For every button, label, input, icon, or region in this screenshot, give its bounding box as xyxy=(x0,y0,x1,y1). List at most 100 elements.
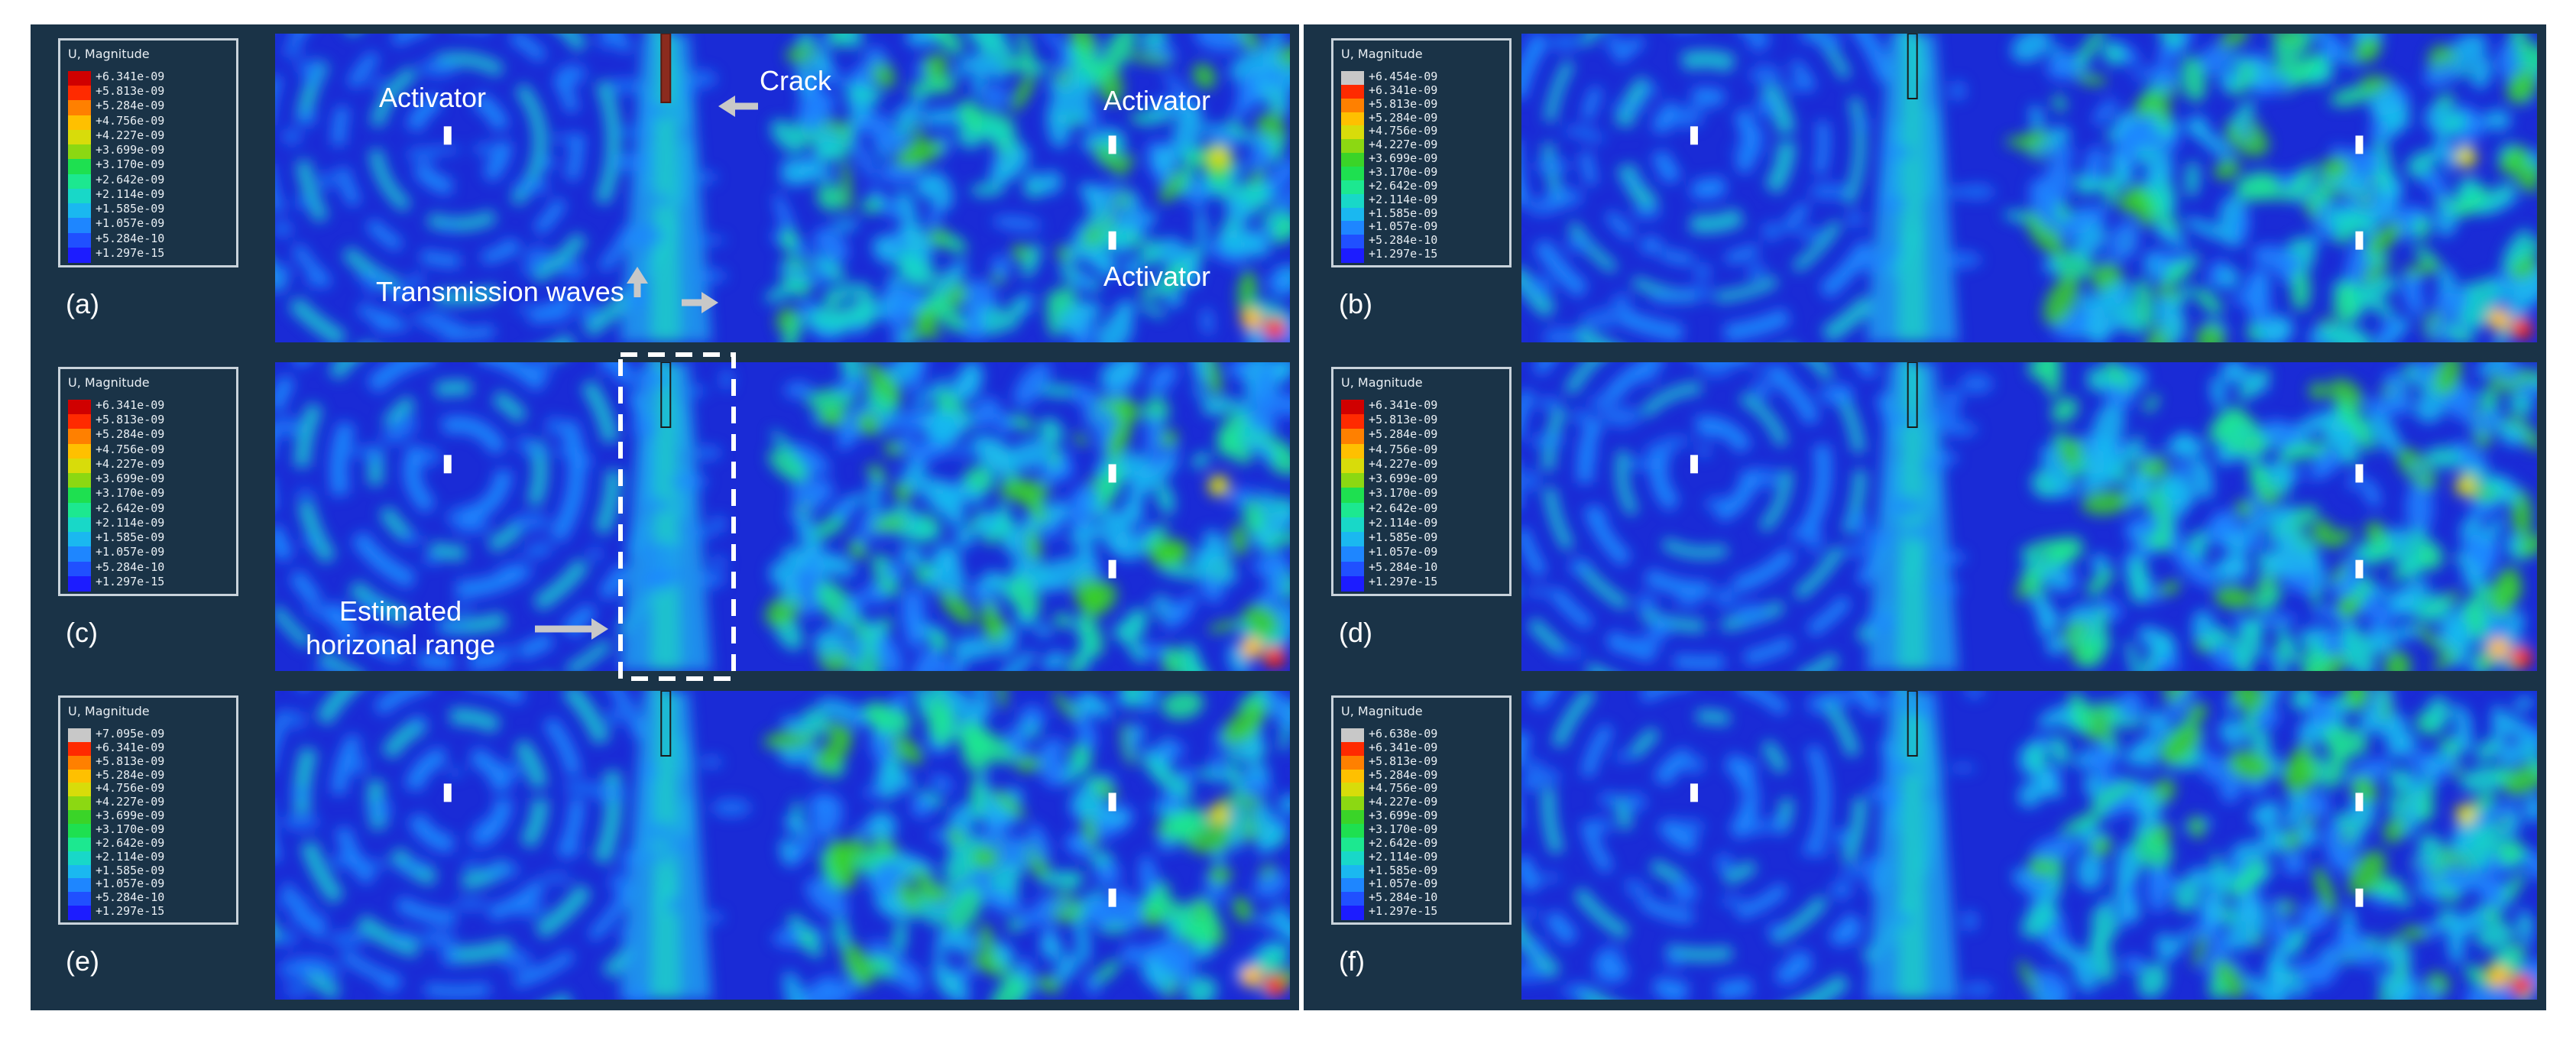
wave-blob xyxy=(2294,961,2322,982)
wave-blob xyxy=(1082,112,1101,130)
wave-blob xyxy=(939,588,976,625)
legend-value: +2.114e-09 xyxy=(96,515,165,530)
wave-blob xyxy=(2291,691,2314,711)
wave-blob xyxy=(1659,170,1680,183)
wave-blob xyxy=(811,515,847,540)
wave-blob xyxy=(1009,414,1035,431)
wave-blob xyxy=(808,253,834,279)
wave-blob xyxy=(1860,856,1881,870)
wave-blob xyxy=(1697,444,1711,459)
activator-marker xyxy=(2355,135,2364,154)
wave-blob xyxy=(534,302,574,323)
wave-blob xyxy=(1254,871,1288,898)
wave-blob xyxy=(569,452,594,470)
wave-blob xyxy=(711,515,726,533)
legend-swatch xyxy=(1341,429,1364,445)
wave-blob xyxy=(1665,112,1703,128)
wave-blob xyxy=(699,569,726,588)
crack-notch xyxy=(660,34,672,103)
wave-blob xyxy=(2406,480,2434,535)
wave-blob xyxy=(1193,549,1237,585)
wave-blob xyxy=(1055,459,1074,479)
wave-blob xyxy=(896,878,919,912)
wave-blob xyxy=(2434,362,2462,396)
wave-blob xyxy=(418,59,458,77)
wave-blob xyxy=(1068,523,1103,545)
wave-blob xyxy=(2402,263,2442,277)
wave-blob xyxy=(1026,169,1038,190)
wave-blob xyxy=(2260,825,2289,854)
wave-blob xyxy=(995,650,1036,671)
wave-blob xyxy=(642,542,679,566)
wave-blob xyxy=(805,878,849,918)
wave-blob xyxy=(1277,921,1290,936)
wave-blob xyxy=(1766,922,1789,938)
wave-blob xyxy=(2225,432,2249,455)
wave-blob xyxy=(903,609,925,650)
wave-blob xyxy=(833,501,854,519)
wave-blob xyxy=(369,798,392,821)
wave-blob xyxy=(1729,146,1768,155)
wave-blob xyxy=(283,43,302,58)
wave-blob xyxy=(473,143,496,156)
wave-blob xyxy=(848,540,867,559)
wave-blob xyxy=(989,147,1030,185)
wave-ring xyxy=(329,362,586,598)
wave-blob xyxy=(2115,286,2130,309)
wave-blob xyxy=(1848,510,1869,533)
wave-blob xyxy=(1799,847,1832,857)
wave-blob xyxy=(2418,541,2443,571)
wave-blob xyxy=(2096,605,2108,651)
wave-blob xyxy=(2064,719,2086,734)
hot-spot xyxy=(1264,975,1285,997)
wave-blob xyxy=(830,220,860,232)
wave-blob xyxy=(906,34,945,47)
wave-blob xyxy=(1139,286,1158,299)
wave-blob xyxy=(643,576,666,588)
wave-blob xyxy=(890,412,917,430)
legend-box: U, Magnitude +6.454e-09 +6.341e-09 +5.813e-… xyxy=(1331,38,1512,267)
wave-blob xyxy=(2292,977,2309,998)
wave-blob xyxy=(1040,384,1079,397)
wave-blob xyxy=(2480,387,2499,414)
wave-blob xyxy=(2402,277,2425,316)
hot-spot xyxy=(2454,803,2477,825)
wave-blob xyxy=(2143,394,2160,413)
legend-value: +5.284e-09 xyxy=(96,99,165,113)
wave-blob xyxy=(1139,238,1165,267)
legend-swatch xyxy=(1341,488,1364,504)
wave-blob xyxy=(1523,767,1561,786)
wave-blob xyxy=(867,811,897,841)
legend-swatch xyxy=(68,247,91,263)
legend-value: +3.699e-09 xyxy=(96,143,165,157)
wave-blob xyxy=(2163,475,2196,508)
legend-value: +5.284e-10 xyxy=(96,559,165,574)
wave-blob xyxy=(2037,704,2080,728)
wave-blob xyxy=(1752,365,1791,373)
wave-blob xyxy=(2327,529,2353,549)
wave-blob xyxy=(964,310,984,342)
wave-blob xyxy=(2484,109,2512,131)
wave-blob xyxy=(2260,691,2283,716)
wave-blob xyxy=(529,541,556,553)
wave-blob xyxy=(1055,56,1072,74)
legend-value: +1.585e-09 xyxy=(96,863,165,877)
wave-blob xyxy=(2375,971,2413,1000)
wave-blob xyxy=(2388,768,2413,793)
wave-blob xyxy=(1218,794,1265,809)
wave-blob xyxy=(2495,946,2523,971)
wave-blob xyxy=(823,283,867,302)
legend-value: +2.114e-09 xyxy=(96,186,165,201)
hot-spot xyxy=(1208,803,1230,825)
wave-blob xyxy=(2335,399,2371,437)
wave-blob xyxy=(2065,457,2091,480)
wave-blob xyxy=(1142,397,1170,426)
legend-value: +3.170e-09 xyxy=(96,486,165,501)
wave-blob xyxy=(971,846,1000,869)
annotation-arrow xyxy=(682,292,718,313)
wave-blob xyxy=(764,280,802,303)
panel-label: (e) xyxy=(66,945,99,977)
wave-blob xyxy=(2086,567,2114,597)
wave-blob xyxy=(1528,34,1549,53)
wave-blob xyxy=(2086,205,2108,225)
